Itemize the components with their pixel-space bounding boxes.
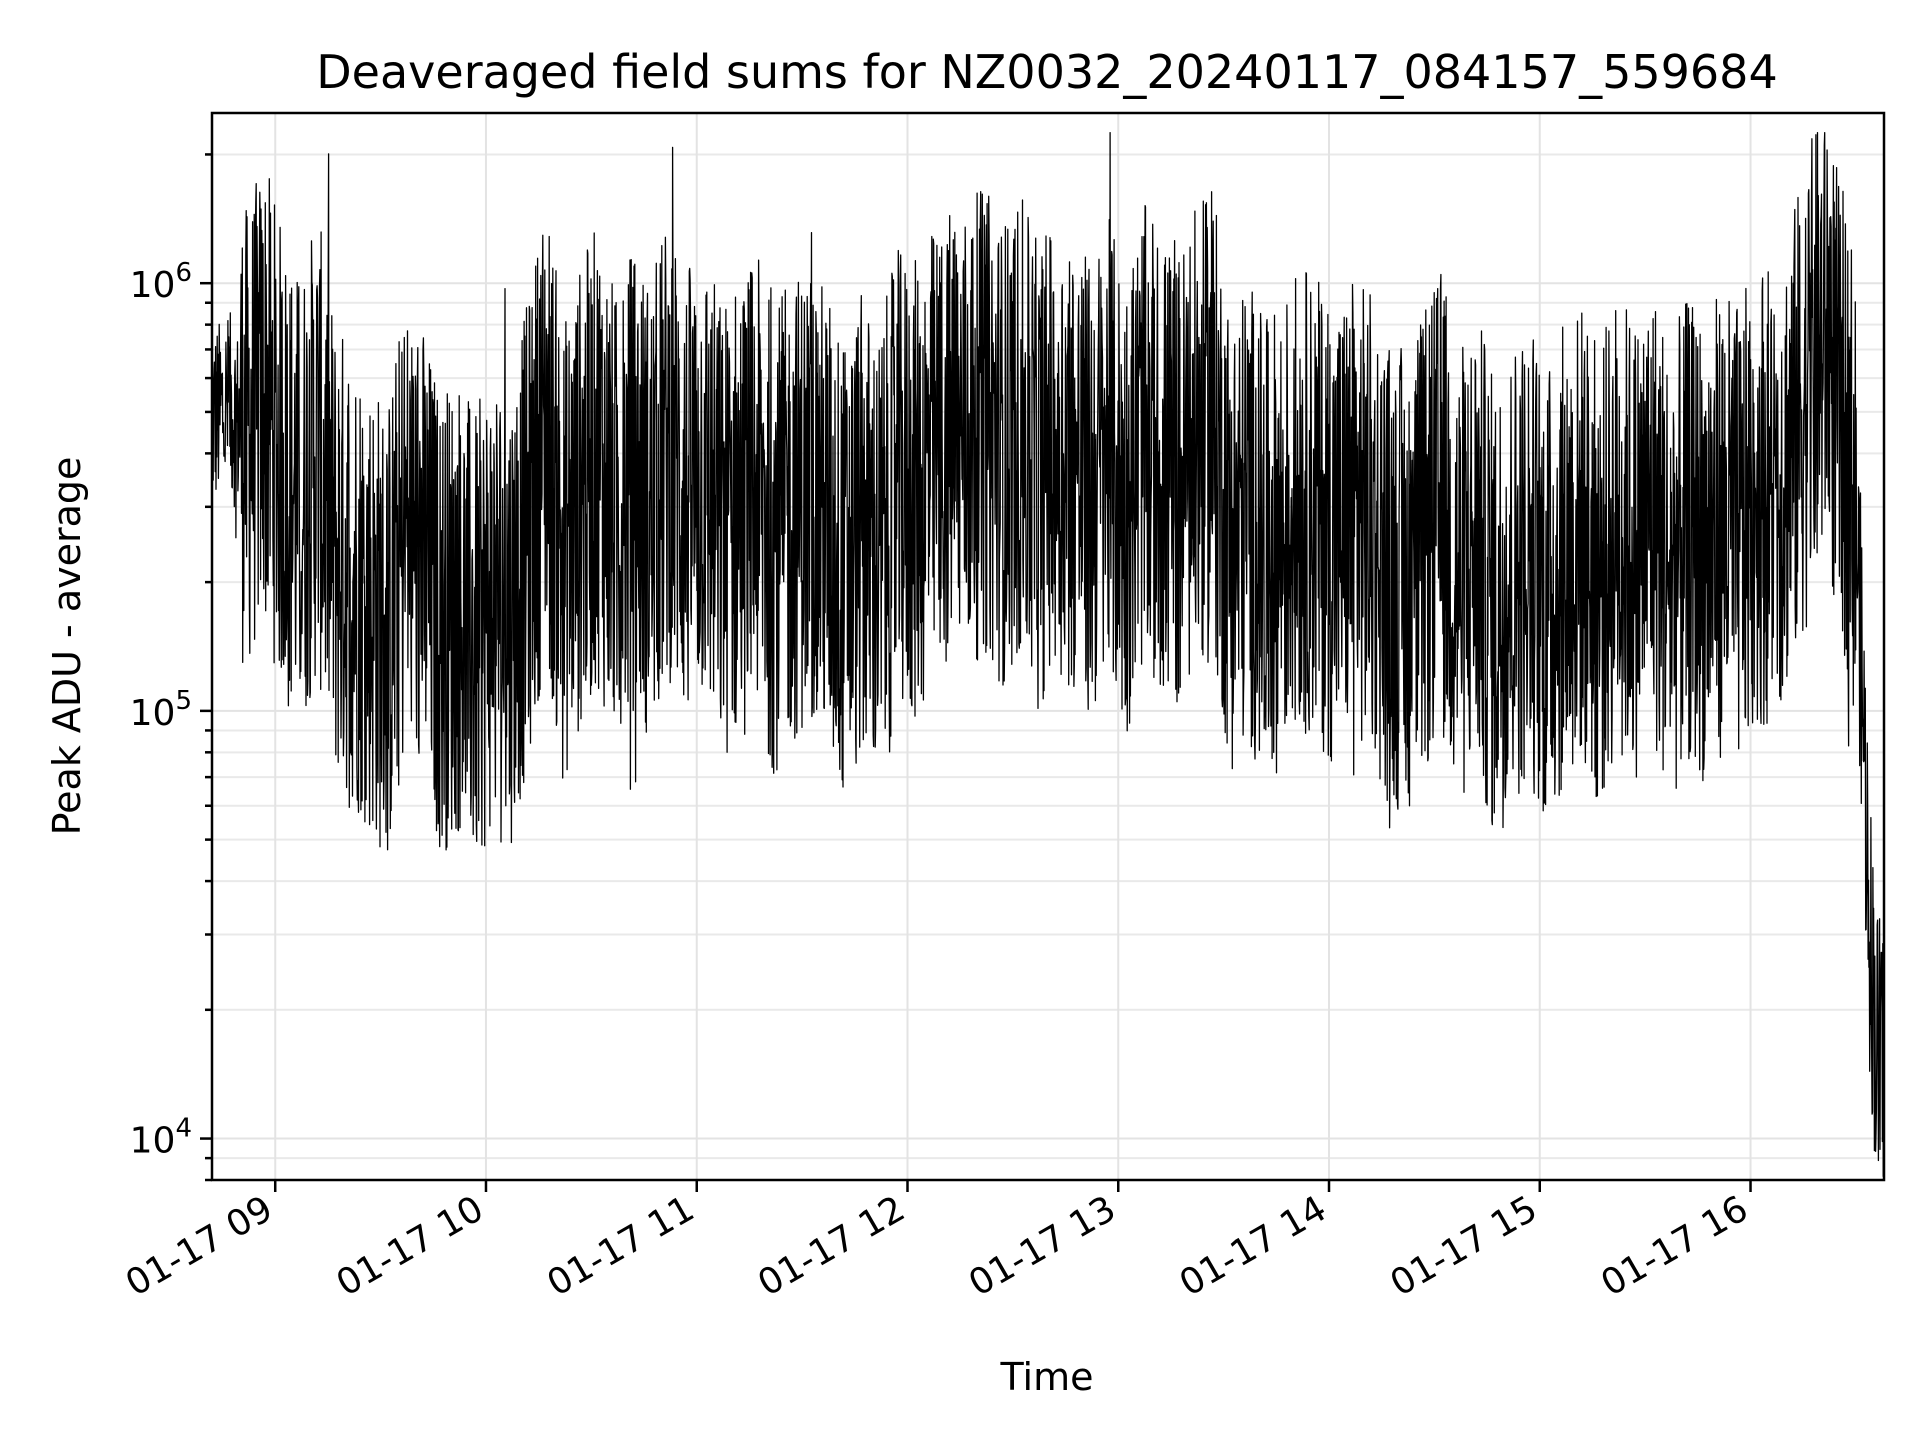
y-axis: 104 105 106: [130, 153, 212, 1182]
y-tick-label: 106: [130, 258, 192, 306]
x-tick-label: 01-17 14: [1173, 1188, 1334, 1304]
x-axis: 01-17 09 01-17 10 01-17 11 01-17 12 01-17 13…: [119, 1180, 1755, 1305]
x-axis-label: Time: [1000, 1355, 1094, 1399]
x-tick-label: 01-17 09: [119, 1188, 280, 1304]
plot-area: [211, 131, 1885, 1177]
x-tick-label: 01-17 12: [751, 1188, 912, 1304]
x-tick-label: 01-17 10: [330, 1188, 491, 1304]
x-tick-label: 01-17 15: [1384, 1188, 1545, 1304]
x-tick-label: 01-17 13: [962, 1188, 1123, 1304]
plot-frame: [210, 111, 1886, 1182]
y-tick-label: 105: [130, 686, 192, 734]
chart-title: Deaveraged field sums for NZ0032_2024011…: [316, 45, 1777, 99]
x-tick-label: 01-17 11: [541, 1188, 702, 1304]
x-tick-label: 01-17 16: [1594, 1188, 1755, 1304]
y-tick-label: 104: [130, 1114, 192, 1162]
series-line: [211, 131, 1885, 1177]
y-axis-label: Peak ADU - average: [45, 457, 89, 836]
